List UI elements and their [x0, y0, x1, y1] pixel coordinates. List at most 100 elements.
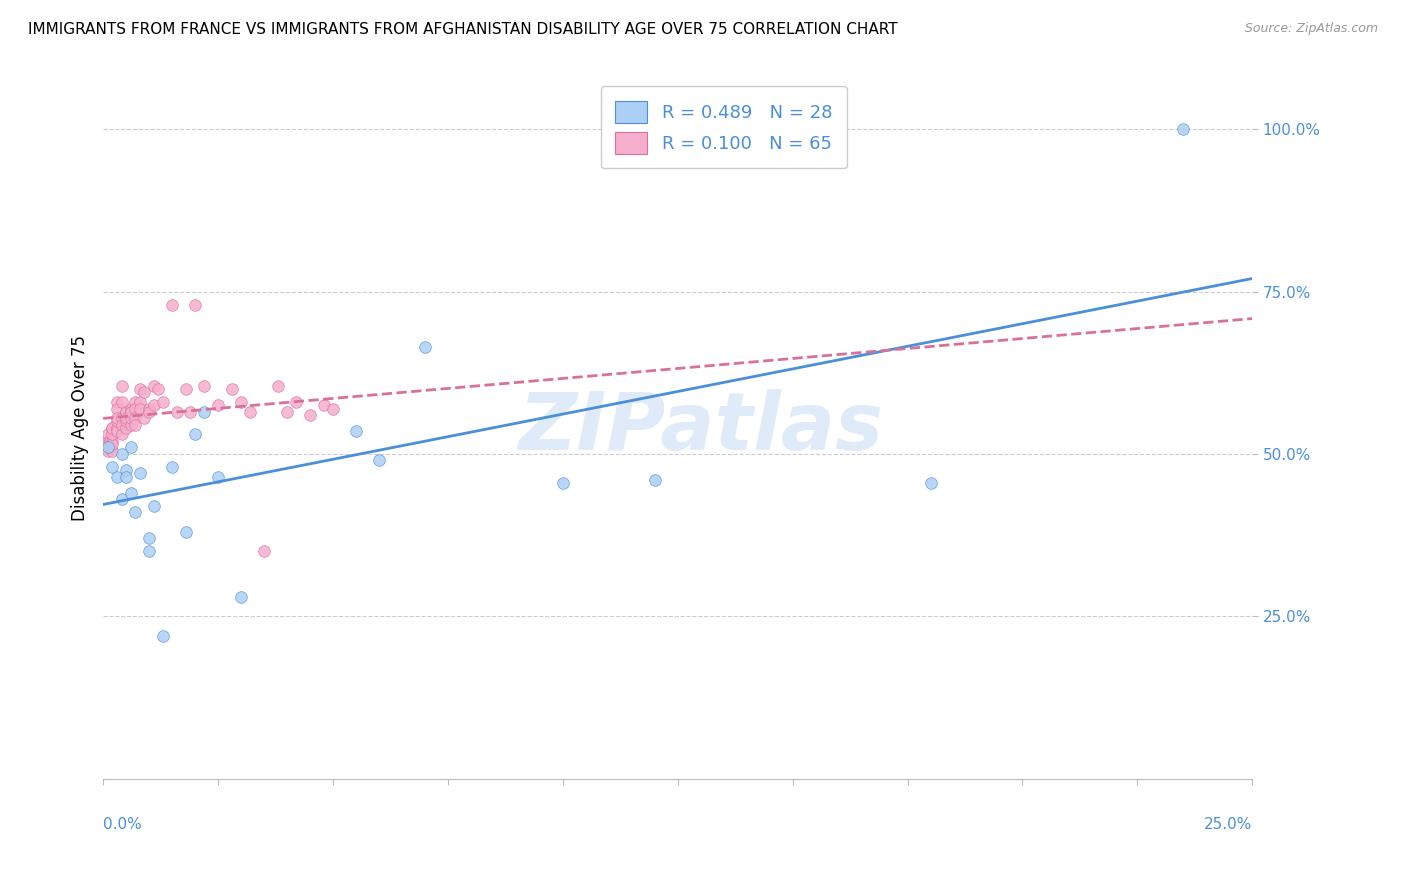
Point: [98, 441, 121, 455]
Point: [267, 378, 290, 392]
Point: [115, 405, 138, 419]
Point: [110, 411, 132, 425]
Point: [98, 434, 121, 448]
Point: [920, 476, 942, 491]
Point: [115, 411, 138, 425]
Point: [97, 441, 120, 455]
Point: [110, 378, 132, 392]
Point: [138, 532, 160, 546]
Text: IMMIGRANTS FROM FRANCE VS IMMIGRANTS FROM AFGHANISTAN DISABILITY AGE OVER 75 COR: IMMIGRANTS FROM FRANCE VS IMMIGRANTS FRO…: [28, 22, 898, 37]
Point: [179, 405, 201, 419]
Point: [207, 469, 229, 483]
Point: [129, 395, 152, 409]
Point: [124, 417, 146, 432]
Point: [97, 443, 120, 458]
Point: [101, 427, 124, 442]
Point: [184, 298, 207, 312]
Point: [105, 421, 128, 435]
Point: [551, 476, 574, 491]
Point: [110, 447, 132, 461]
Point: [207, 398, 229, 412]
Point: [115, 405, 138, 419]
Point: [120, 417, 142, 432]
Point: [134, 385, 156, 400]
Point: [285, 395, 308, 409]
Point: [120, 411, 142, 425]
Text: 0.0%: 0.0%: [103, 817, 142, 832]
Point: [101, 421, 124, 435]
Point: [97, 434, 120, 448]
Point: [184, 427, 207, 442]
Point: [101, 421, 124, 435]
Point: [97, 437, 120, 451]
Point: [138, 405, 160, 419]
Point: [124, 505, 146, 519]
Point: [160, 459, 183, 474]
Point: [101, 434, 124, 448]
Point: [110, 492, 132, 507]
Point: [110, 417, 132, 432]
Point: [644, 473, 666, 487]
Point: [124, 401, 146, 416]
Point: [124, 395, 146, 409]
Point: [134, 411, 156, 425]
Point: [298, 408, 321, 422]
Point: [229, 395, 252, 409]
Point: [174, 382, 197, 396]
Point: [174, 524, 197, 539]
Point: [193, 405, 215, 419]
Legend: R = 0.489   N = 28, R = 0.100   N = 65: R = 0.489 N = 28, R = 0.100 N = 65: [600, 87, 846, 169]
Point: [221, 382, 243, 396]
Point: [312, 398, 335, 412]
Point: [152, 629, 174, 643]
Point: [110, 395, 132, 409]
Point: [105, 411, 128, 425]
Point: [115, 415, 138, 429]
Point: [120, 405, 142, 419]
Point: [105, 415, 128, 429]
Point: [193, 378, 215, 392]
Point: [344, 424, 367, 438]
Point: [129, 382, 152, 396]
Point: [142, 398, 165, 412]
Point: [110, 427, 132, 442]
Point: [115, 421, 138, 435]
Point: [105, 424, 128, 438]
Point: [120, 401, 142, 416]
Point: [253, 544, 276, 558]
Point: [105, 401, 128, 416]
Point: [124, 411, 146, 425]
Point: [239, 405, 262, 419]
Point: [138, 544, 160, 558]
Point: [101, 443, 124, 458]
Point: [120, 405, 142, 419]
Point: [229, 590, 252, 604]
Text: Source: ZipAtlas.com: Source: ZipAtlas.com: [1244, 22, 1378, 36]
Text: ZIPatlas: ZIPatlas: [519, 389, 883, 467]
Point: [322, 401, 344, 416]
Point: [142, 499, 165, 513]
Point: [120, 486, 142, 500]
Point: [368, 453, 391, 467]
Point: [152, 395, 174, 409]
Point: [101, 437, 124, 451]
Point: [97, 427, 120, 442]
Point: [148, 382, 170, 396]
Point: [105, 395, 128, 409]
Point: [115, 469, 138, 483]
Point: [115, 463, 138, 477]
Point: [160, 298, 183, 312]
Point: [129, 467, 152, 481]
Point: [413, 340, 436, 354]
Point: [1173, 122, 1195, 136]
Point: [101, 459, 124, 474]
Point: [120, 441, 142, 455]
Point: [166, 405, 188, 419]
Point: [129, 401, 152, 416]
Point: [138, 401, 160, 416]
Point: [105, 469, 128, 483]
Y-axis label: Disability Age Over 75: Disability Age Over 75: [72, 335, 89, 521]
Point: [276, 405, 298, 419]
Point: [142, 378, 165, 392]
Text: 25.0%: 25.0%: [1204, 817, 1253, 832]
